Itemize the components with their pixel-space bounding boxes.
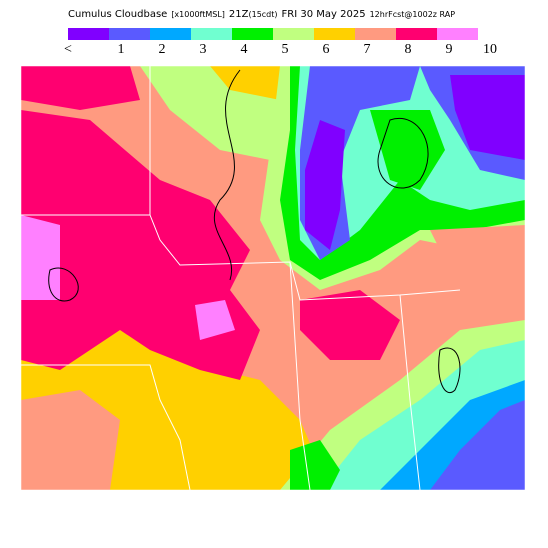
legend-swatch <box>191 28 232 40</box>
legend-label: 7 <box>364 42 371 57</box>
legend-swatch <box>109 28 150 40</box>
title-part: Cumulus Cloudbase <box>68 9 167 20</box>
legend-label: 2 <box>159 42 166 57</box>
legend-label: 4 <box>241 42 248 57</box>
legend: <1 2 3 4 5 6 7 8 9 10 <box>64 28 497 57</box>
legend-label: 5 <box>282 42 289 57</box>
legend-label: 6 <box>323 42 330 57</box>
legend-swatch <box>355 28 396 40</box>
legend-swatch <box>150 28 191 40</box>
legend-swatch <box>68 28 109 40</box>
legend-label: < <box>64 42 72 57</box>
legend-label: 1 <box>118 42 125 57</box>
legend-swatch <box>232 28 273 40</box>
title-part: [x1000ftMSL] <box>171 10 225 19</box>
map <box>20 65 526 491</box>
title: Cumulus Cloudbase [x1000ftMSL] 21Z(15cdt) F… <box>68 9 455 20</box>
title-part: 21Z <box>229 9 249 20</box>
legend-swatch <box>314 28 355 40</box>
legend-label: 3 <box>200 42 207 57</box>
title-part: (15cdt) <box>248 10 277 19</box>
legend-swatch <box>437 28 478 40</box>
legend-swatch <box>273 28 314 40</box>
legend-label: 10 <box>483 42 497 57</box>
legend-swatch <box>396 28 437 40</box>
title-part: 12hrFcst@1002z RAP <box>370 10 456 19</box>
legend-label: 9 <box>446 42 453 57</box>
title-part: FRI 30 May 2025 <box>282 9 366 20</box>
legend-label: 8 <box>405 42 412 57</box>
